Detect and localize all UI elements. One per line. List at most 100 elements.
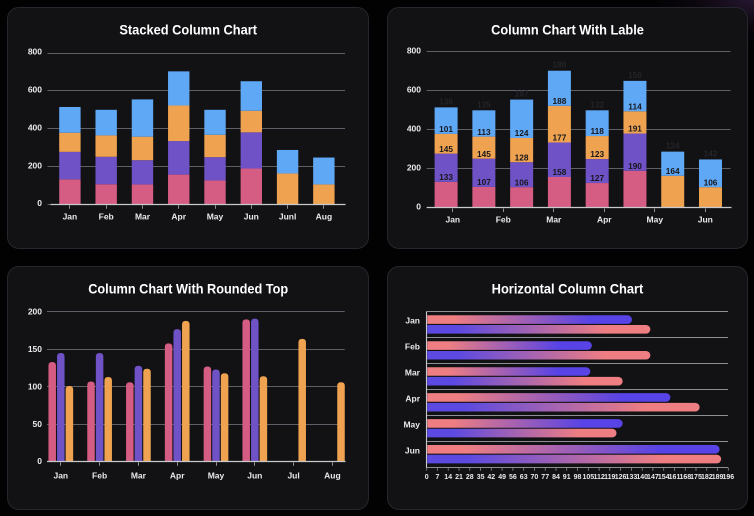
svg-text:42: 42 [487, 474, 495, 481]
svg-text:Mar: Mar [134, 211, 150, 221]
svg-text:56: 56 [509, 474, 517, 481]
svg-text:189: 189 [711, 474, 723, 481]
svg-text:145: 145 [476, 148, 490, 158]
svg-text:100: 100 [27, 381, 41, 391]
svg-text:168: 168 [679, 474, 691, 481]
svg-text:197: 197 [514, 88, 528, 98]
svg-text:200: 200 [27, 160, 41, 170]
svg-text:135: 135 [476, 99, 490, 109]
svg-text:14: 14 [444, 474, 452, 481]
svg-text:Jan: Jan [405, 316, 420, 326]
svg-text:98: 98 [573, 474, 581, 481]
svg-text:145: 145 [439, 143, 453, 153]
svg-text:150: 150 [27, 344, 41, 354]
svg-text:Junl: Junl [278, 211, 295, 221]
svg-text:123: 123 [590, 149, 604, 159]
svg-text:21: 21 [455, 474, 463, 481]
svg-text:0: 0 [424, 474, 428, 481]
svg-text:Horizontal Column Chart: Horizontal Column Chart [491, 281, 643, 297]
svg-text:Feb: Feb [92, 471, 107, 481]
svg-text:Feb: Feb [404, 342, 419, 352]
svg-text:127: 127 [590, 173, 604, 183]
svg-text:800: 800 [406, 45, 420, 55]
svg-text:0: 0 [37, 456, 42, 466]
svg-text:113: 113 [477, 126, 491, 136]
svg-text:Jul: Jul [287, 471, 299, 481]
svg-text:77: 77 [541, 474, 549, 481]
svg-text:600: 600 [406, 84, 420, 94]
svg-text:114: 114 [628, 101, 642, 111]
svg-text:124: 124 [514, 128, 528, 138]
svg-text:63: 63 [519, 474, 527, 481]
svg-text:106: 106 [703, 177, 717, 187]
svg-text:7: 7 [435, 474, 439, 481]
svg-text:Jun: Jun [247, 471, 262, 481]
svg-text:177: 177 [552, 132, 566, 142]
svg-text:200: 200 [406, 162, 420, 172]
svg-text:Jan: Jan [62, 211, 77, 221]
svg-text:158: 158 [552, 167, 566, 177]
svg-text:196: 196 [722, 474, 734, 481]
svg-text:161: 161 [668, 474, 680, 481]
svg-text:142: 142 [703, 148, 717, 158]
svg-text:0: 0 [416, 201, 421, 211]
svg-text:Column Chart With Lable: Column Chart With Lable [491, 21, 644, 37]
svg-text:133: 133 [439, 172, 453, 182]
svg-text:70: 70 [530, 474, 538, 481]
svg-text:Jun: Jun [404, 445, 419, 455]
svg-text:400: 400 [406, 123, 420, 133]
svg-text:154: 154 [657, 474, 669, 481]
svg-text:Aug: Aug [315, 211, 332, 221]
svg-text:180: 180 [552, 59, 566, 69]
svg-text:Apr: Apr [171, 211, 186, 221]
svg-text:800: 800 [27, 46, 41, 56]
svg-text:106: 106 [514, 177, 528, 187]
svg-text:49: 49 [498, 474, 506, 481]
svg-text:188: 188 [552, 96, 566, 106]
svg-text:164: 164 [665, 166, 679, 176]
svg-text:118: 118 [590, 126, 604, 136]
svg-text:Jan: Jan [53, 471, 68, 481]
svg-text:400: 400 [27, 122, 41, 132]
svg-text:Mar: Mar [404, 368, 420, 378]
svg-text:Apr: Apr [169, 471, 184, 481]
svg-text:50: 50 [32, 419, 42, 429]
svg-text:Mar: Mar [546, 214, 562, 224]
svg-text:128: 128 [514, 152, 528, 162]
svg-text:112: 112 [593, 474, 604, 481]
svg-text:28: 28 [465, 474, 473, 481]
svg-text:Feb: Feb [98, 211, 113, 221]
svg-text:136: 136 [439, 96, 453, 106]
svg-text:May: May [403, 419, 420, 429]
svg-text:Jun: Jun [697, 214, 712, 224]
svg-text:91: 91 [562, 474, 570, 481]
svg-text:Stacked Column Chart: Stacked Column Chart [119, 21, 257, 37]
svg-text:Aug: Aug [324, 471, 341, 481]
svg-text:May: May [646, 214, 663, 224]
svg-text:182: 182 [700, 474, 712, 481]
svg-text:84: 84 [552, 474, 560, 481]
svg-text:Apr: Apr [596, 214, 611, 224]
svg-text:Feb: Feb [495, 214, 510, 224]
svg-text:Column Chart With Rounded Top: Column Chart With Rounded Top [88, 281, 288, 297]
svg-text:600: 600 [27, 84, 41, 94]
svg-text:Apr: Apr [405, 393, 420, 403]
svg-text:May: May [207, 471, 224, 481]
svg-text:105: 105 [582, 474, 594, 481]
svg-text:119: 119 [604, 474, 615, 481]
svg-text:May: May [206, 211, 223, 221]
svg-text:35: 35 [476, 474, 484, 481]
svg-text:Jun: Jun [243, 211, 258, 221]
svg-text:200: 200 [27, 307, 41, 317]
svg-text:191: 191 [628, 123, 642, 133]
svg-text:133: 133 [625, 474, 637, 481]
svg-text:107: 107 [476, 177, 490, 187]
svg-text:Jan: Jan [445, 214, 460, 224]
svg-text:Mar: Mar [130, 471, 146, 481]
svg-text:175: 175 [690, 474, 702, 481]
svg-text:156: 156 [628, 69, 642, 79]
svg-text:140: 140 [636, 474, 648, 481]
svg-text:190: 190 [628, 160, 642, 170]
svg-text:101: 101 [439, 124, 453, 134]
svg-text:132: 132 [590, 99, 604, 109]
